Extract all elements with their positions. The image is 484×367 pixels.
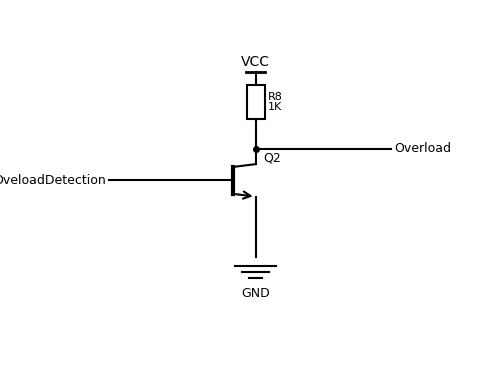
Text: Overload: Overload bbox=[394, 142, 452, 155]
Text: OveloadDetection: OveloadDetection bbox=[0, 174, 106, 187]
Text: R8: R8 bbox=[268, 92, 283, 102]
Text: GND: GND bbox=[241, 287, 270, 300]
Text: Q2: Q2 bbox=[263, 151, 281, 164]
Text: 1K: 1K bbox=[268, 102, 282, 112]
Text: VCC: VCC bbox=[241, 55, 270, 69]
Bar bbox=[246, 85, 265, 119]
